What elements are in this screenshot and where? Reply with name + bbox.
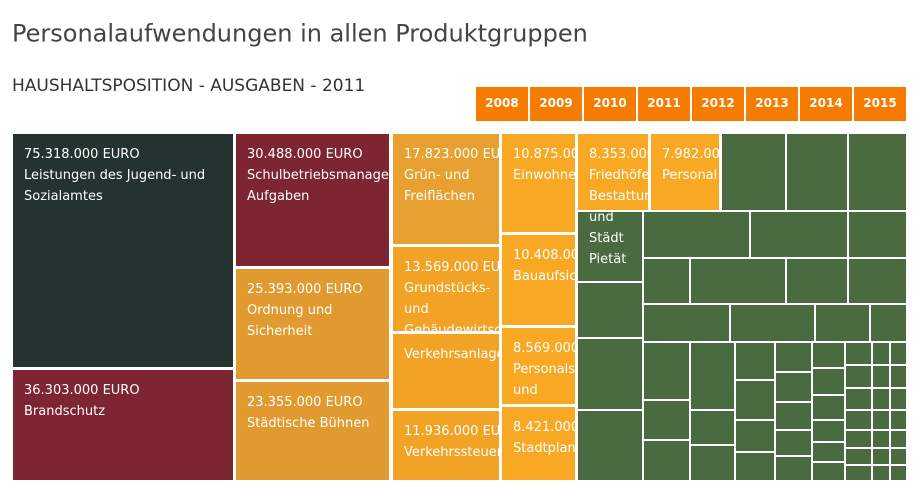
tile-name: Leistungen des Jugend- und Sozialamtes: [24, 168, 205, 204]
tile-label: Verkehrsanlagen: [404, 347, 513, 362]
year-tab[interactable]: [692, 87, 744, 121]
tile-value: 23.355.000 EURO: [247, 395, 363, 410]
year-tab[interactable]: [638, 87, 690, 121]
other-tiles: [576, 132, 908, 482]
tile-name: Schulbetriebsmanagement Aufgaben: [247, 168, 423, 204]
tile-value: 75.318.000 EURO: [24, 147, 140, 162]
tile-label: 17.823.000 EURO Grün- und Freiflächen: [404, 147, 520, 204]
tile-value: 13.569.000 EURO: [404, 260, 520, 275]
year-tab-label[interactable]: 2014: [809, 96, 842, 110]
tile-value: 8.353.000 EURO: [589, 147, 696, 162]
year-tab-label[interactable]: 2013: [755, 96, 788, 110]
tile: [500, 233, 577, 327]
tile-name: Grün- und Freiflächen: [404, 168, 475, 204]
tile-label: 30.488.000 EURO Schulbetriebsmanagement Au…: [247, 147, 423, 204]
tile-name: Ordnung und Sicherheit: [247, 303, 332, 339]
tile-value: 8.421.000 EURO: [513, 420, 620, 435]
title: Personalaufwendungen in allen Produktgru…: [12, 20, 588, 48]
year-tab[interactable]: [476, 87, 528, 121]
tile-label: 25.393.000 EURO Ordnung und Sicherheit: [247, 282, 363, 339]
year-tab[interactable]: [854, 87, 906, 121]
tile-value: 7.982.000 EURO: [662, 147, 769, 162]
tile-name: Brandschutz: [24, 404, 105, 419]
tile-label: 11.936.000 EURO Verkehrssteuerung: [404, 424, 527, 460]
tile: [11, 132, 235, 369]
tile-label: 8.353.000 EURO Friedhöfe Bestattung und Städ…: [589, 147, 696, 267]
tile: [11, 368, 235, 482]
tile-value: 36.303.000 EURO: [24, 383, 140, 398]
tile: [649, 132, 721, 212]
tile-value: 30.488.000 EURO: [247, 147, 363, 162]
tile-name: Friedhöfe Bestattung und Städt Pietät: [589, 168, 661, 267]
tile-value: 11.936.000 EURO: [404, 424, 520, 439]
tile-label: 8.421.000 EURO Stadtplanung: [513, 420, 620, 456]
year-tab-label[interactable]: 2015: [863, 96, 896, 110]
tile-label: 10.875.000 EURO Einwohnerwesen: [513, 147, 629, 183]
tile-value: 8.569.000 EURO: [513, 341, 620, 356]
tile-name: Stadtplanung: [513, 441, 600, 456]
year-tab-label[interactable]: 2009: [539, 96, 572, 110]
tile-name: Städtische Bühnen: [247, 416, 369, 431]
tile-name: Personal: [662, 168, 717, 183]
tile-name: Verkehrssteuerung: [404, 445, 527, 460]
year-tab[interactable]: [530, 87, 582, 121]
tile: [500, 405, 577, 482]
tile-value: 17.823.000 EURO: [404, 147, 520, 162]
tile-value: 10.875.000 EURO: [513, 147, 629, 162]
tile: [234, 267, 391, 381]
year-tab-label[interactable]: 2010: [593, 96, 626, 110]
tile-value: 25.393.000 EURO: [247, 282, 363, 297]
year-tab[interactable]: [746, 87, 798, 121]
tile-label: 36.303.000 EURO Brandschutz: [24, 383, 140, 419]
tile: [391, 409, 501, 482]
tile: [234, 132, 391, 268]
year-tab[interactable]: [584, 87, 636, 121]
year-tab-label[interactable]: 2012: [701, 96, 734, 110]
tile-label: 23.355.000 EURO Städtische Bühnen: [247, 395, 369, 431]
tile: [500, 132, 577, 234]
tile-name: Einwohnerwesen: [513, 168, 623, 183]
tile-label: 7.982.000 EURO Personal: [662, 147, 769, 183]
tile-name: Verkehrsanlagen: [404, 347, 513, 362]
subtitle: HAUSHALTSPOSITION - AUSGABEN - 2011: [12, 76, 365, 96]
tile-name: Bauaufsicht: [513, 269, 590, 284]
tile-value: 10.408.000 EURO: [513, 248, 629, 263]
tile: [391, 332, 501, 410]
year-tab-label[interactable]: 2011: [647, 96, 680, 110]
tile: [500, 326, 577, 406]
tile: [391, 245, 501, 333]
tile: [234, 380, 391, 482]
tile-label: 75.318.000 EURO Leistungen des Jugend- un…: [24, 147, 205, 204]
tile-label: 10.408.000 EURO Bauaufsicht: [513, 248, 629, 284]
tile: [391, 132, 501, 246]
year-tab-label[interactable]: 2008: [485, 96, 518, 110]
year-tab[interactable]: [800, 87, 852, 121]
